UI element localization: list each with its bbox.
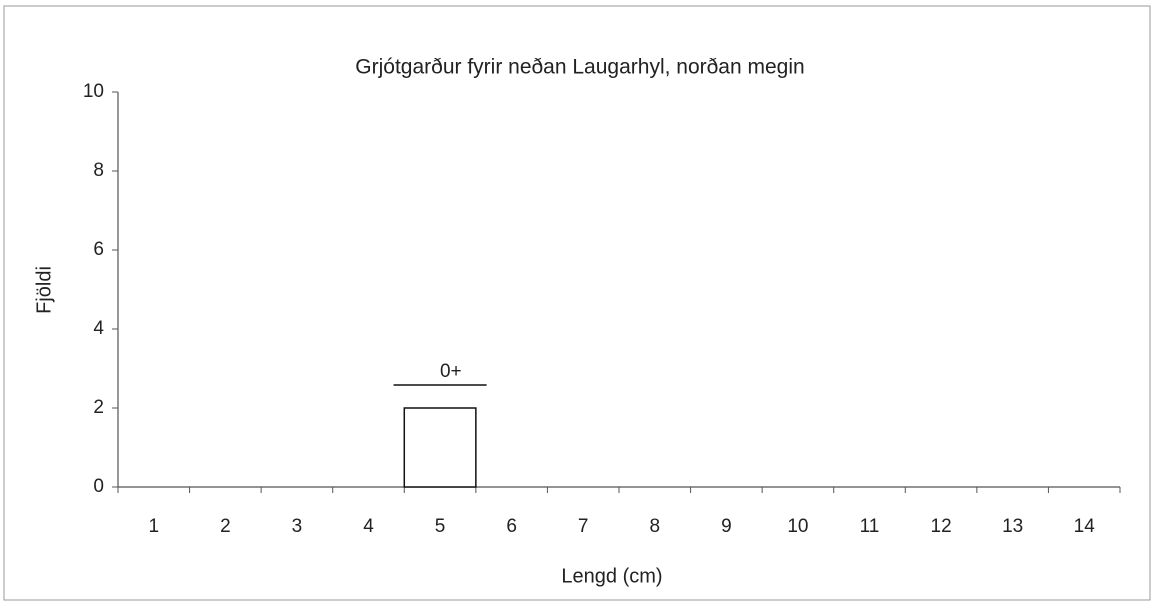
x-tick-label: 6 [506, 516, 517, 537]
y-tick-label: 2 [93, 397, 104, 418]
x-tick-label: 3 [292, 516, 303, 537]
x-tick-label: 13 [1002, 516, 1023, 537]
y-tick-label: 4 [93, 318, 104, 339]
x-tick-label: 1 [148, 516, 159, 537]
x-tick-label: 7 [578, 516, 589, 537]
x-tick-label: 9 [721, 516, 732, 537]
y-axis-label: Fjöldi [33, 266, 55, 314]
y-tick-label: 0 [93, 476, 104, 497]
y-tick-label: 8 [93, 160, 104, 181]
y-tick-label: 6 [93, 239, 104, 260]
x-tick-label: 12 [931, 516, 952, 537]
chart-title: Grjótgarður fyrir neðan Laugarhyl, norða… [355, 56, 804, 79]
bar [403, 407, 477, 488]
x-axis-label: Lengd (cm) [561, 565, 662, 587]
x-tick-label: 2 [220, 516, 231, 537]
annotation: 0+ [440, 361, 462, 382]
x-tick-label: 5 [435, 516, 446, 537]
x-tick-label: 8 [649, 516, 660, 537]
y-tick-label: 10 [83, 81, 104, 102]
x-tick-label: 4 [363, 516, 374, 537]
x-tick-label: 14 [1074, 516, 1096, 537]
x-tick-label: 11 [860, 516, 880, 537]
chart-frame [3, 5, 1151, 601]
x-tick-label: 10 [787, 516, 808, 537]
